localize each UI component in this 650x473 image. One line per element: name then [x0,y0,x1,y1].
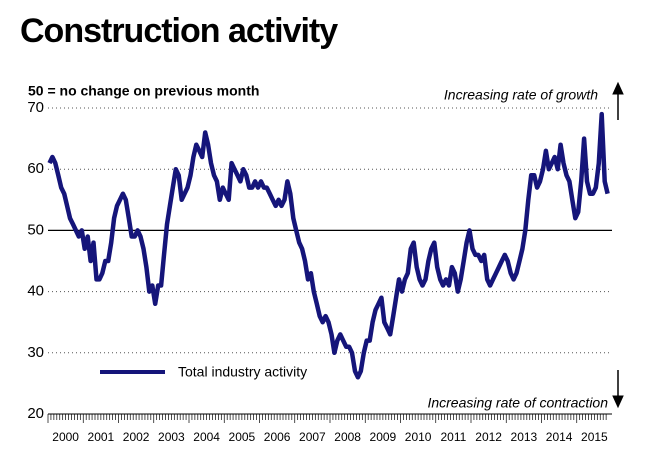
y-tick-label: 30 [27,344,44,361]
y-tick-label: 40 [27,283,44,300]
y-tick-label: 50 [27,221,44,238]
chart-title: Construction activity [20,12,338,50]
x-tick-label: 2000 [52,430,79,444]
x-tick-label: 2011 [440,430,466,444]
x-tick-label: 2001 [88,430,115,444]
growth-annotation: Increasing rate of growth [444,87,598,103]
subtitle: 50 = no change on previous month [28,83,259,99]
contraction-arrow [612,370,624,409]
x-tick-label: 2003 [158,430,185,444]
y-tick-label: 60 [27,160,44,177]
legend-label: Total industry activity [178,364,307,380]
data-line [47,111,610,380]
growth-arrow [612,81,624,120]
x-tick-label: 2010 [405,430,432,444]
y-tick-label: 70 [27,99,44,116]
x-tick-label: 2007 [299,430,326,444]
contraction-annotation: Increasing rate of contraction [427,395,608,411]
x-tick-label: 2009 [370,430,397,444]
x-tick-label: 2002 [123,430,150,444]
y-tick-label: 20 [27,405,44,422]
x-tick-label: 2004 [193,430,220,444]
x-tick-label: 2006 [264,430,291,444]
x-tick-label: 2005 [229,430,256,444]
x-tick-label: 2015 [581,430,608,444]
x-tick-label: 2012 [475,430,502,444]
x-tick-label: 2013 [511,430,538,444]
x-tick-label: 2008 [334,430,361,444]
x-tick-label: 2014 [546,430,573,444]
